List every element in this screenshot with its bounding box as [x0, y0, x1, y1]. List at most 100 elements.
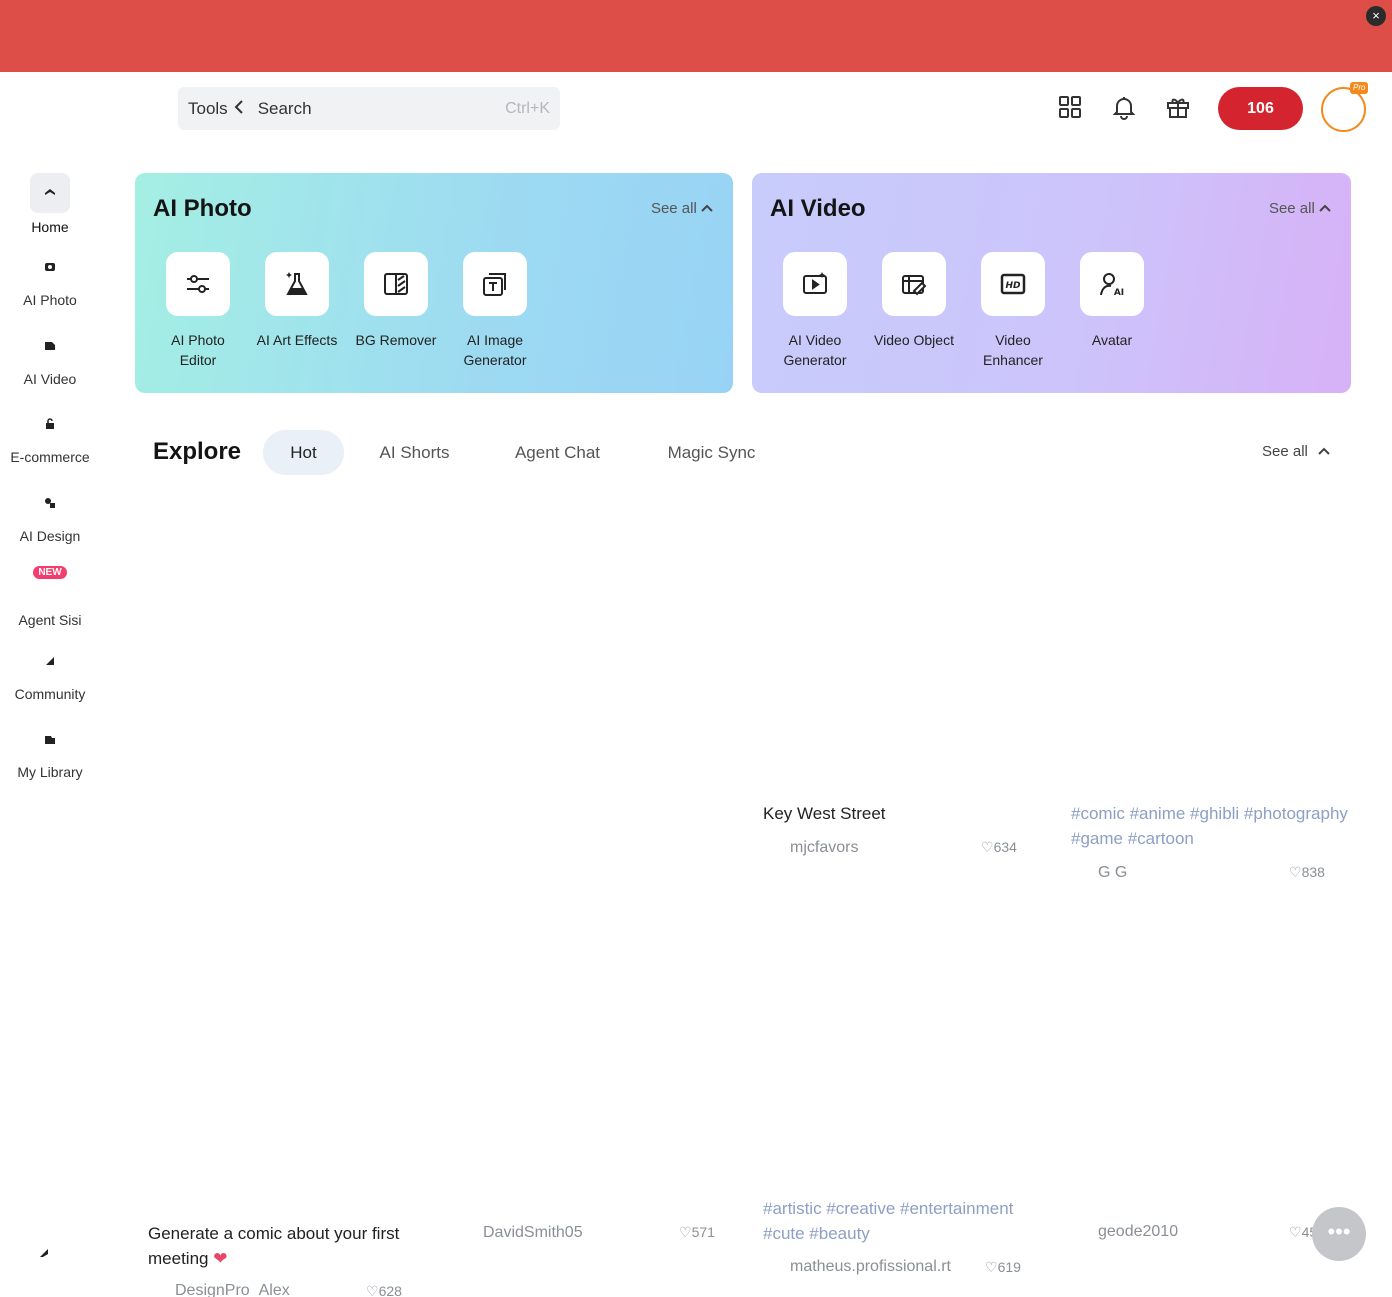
- bell-icon[interactable]: [1111, 94, 1137, 120]
- sidebar-item-home[interactable]: Home: [0, 173, 100, 235]
- promo-banner: ×: [0, 0, 1392, 72]
- tool-ai-art-effects[interactable]: AI Art Effects: [252, 252, 342, 350]
- sidebar-item-label: Community: [14, 686, 86, 702]
- flask-icon: [265, 252, 329, 316]
- sidebar-item-label: Home: [31, 219, 69, 235]
- feed-likes[interactable]: ♡571: [679, 1224, 715, 1240]
- sidebar-item-ecommerce[interactable]: E-commerce: [0, 417, 100, 465]
- sidebar-item-community[interactable]: Community: [0, 654, 100, 702]
- tool-ai-video-generator[interactable]: AI Video Generator: [770, 252, 860, 370]
- avatar[interactable]: [1321, 87, 1366, 132]
- tool-label: Video Enhancer: [983, 332, 1043, 368]
- svg-text:AI: AI: [1114, 288, 1124, 298]
- chevron-up-icon: [1319, 204, 1331, 212]
- tool-ai-photo-editor[interactable]: AI Photo Editor: [153, 252, 243, 370]
- video-object-icon: [882, 252, 946, 316]
- sidebar-item-agent-sisi[interactable]: NEW Agent Sisi: [0, 562, 100, 628]
- tab-agent-chat[interactable]: Agent Chat: [514, 443, 601, 462]
- sidebar-item-label: AI Video: [23, 371, 77, 387]
- heart-icon: ❤: [213, 1249, 228, 1268]
- image-generator-icon: [463, 252, 527, 316]
- tools-toggle[interactable]: Tools: [188, 99, 244, 119]
- credits-count: 106: [1247, 99, 1274, 117]
- sidebar-item-label: Agent Sisi: [18, 612, 82, 628]
- ai-photo-see-all-button[interactable]: See all: [651, 200, 713, 217]
- library-icon: [45, 736, 55, 744]
- feed-username[interactable]: geode2010: [1098, 1223, 1179, 1240]
- see-all-label: See all: [650, 200, 697, 217]
- chevron-left-icon: [234, 99, 244, 119]
- pro-badge: Pro: [1350, 82, 1369, 94]
- ai-photo-icon: [45, 263, 55, 271]
- ai-photo-title: AI Photo: [153, 195, 252, 222]
- tools-label: Tools: [188, 98, 228, 118]
- search-shortcut-hint: Ctrl+K: [505, 99, 550, 117]
- ai-photo-card: AI Photo See all AI Photo Editor AI Art …: [135, 173, 733, 393]
- sidebar-item-label: E-commerce: [10, 449, 90, 465]
- feed-likes[interactable]: ♡628: [366, 1283, 402, 1297]
- home-icon: [45, 189, 55, 195]
- sliders-icon: [166, 252, 230, 316]
- feed-username[interactable]: G G: [1098, 864, 1128, 881]
- sidebar-item-label: My Library: [17, 764, 83, 780]
- tool-video-object[interactable]: Video Object: [869, 252, 959, 350]
- tab-hot[interactable]: Hot: [263, 430, 344, 475]
- sidebar-item-label: AI Design: [19, 528, 81, 544]
- sidebar-item-ai-photo[interactable]: AI Photo: [0, 260, 100, 308]
- like-count: 571: [691, 1224, 715, 1240]
- tool-avatar[interactable]: AI Avatar: [1067, 252, 1157, 350]
- chevron-up-icon: [701, 204, 713, 212]
- ai-video-see-all-button[interactable]: See all: [1269, 200, 1331, 217]
- feed-title-text: Generate a comic about your first meetin…: [148, 1224, 400, 1268]
- feed-likes[interactable]: ♡619: [985, 1259, 1021, 1275]
- settings-icon[interactable]: [37, 1246, 51, 1260]
- feed-username[interactable]: matheus.profissional.rt: [790, 1258, 951, 1275]
- like-count: 838: [1301, 864, 1325, 880]
- home-icon-wrap: [30, 173, 70, 213]
- feed-username[interactable]: DesignPro_Alex: [175, 1282, 290, 1297]
- like-count: 634: [993, 839, 1017, 855]
- ecommerce-icon: [46, 418, 54, 429]
- sidebar-item-my-library[interactable]: My Library: [0, 733, 100, 780]
- apps-grid-icon[interactable]: [1057, 94, 1083, 120]
- feed-tags[interactable]: #artistic #creative #entertainment #cute…: [763, 1199, 1014, 1243]
- chevron-up-icon: [1318, 447, 1330, 455]
- sidebar-item-ai-design[interactable]: AI Design: [0, 496, 100, 544]
- sidebar-item-label: AI Photo: [23, 292, 77, 308]
- ai-video-title: AI Video: [770, 195, 866, 222]
- tool-label: Avatar: [1091, 332, 1133, 348]
- tool-ai-image-generator[interactable]: AI Image Generator: [450, 252, 540, 370]
- sidebar-item-ai-video[interactable]: AI Video: [0, 339, 100, 387]
- tab-magic-sync[interactable]: Magic Sync: [667, 443, 756, 462]
- tool-label: AI Video Generator: [783, 332, 847, 368]
- feed-tags[interactable]: #comic #anime #ghibli #photography #game…: [1071, 804, 1348, 848]
- more-options-button[interactable]: •••: [1312, 1207, 1366, 1261]
- feed-title[interactable]: Key West Street: [763, 804, 886, 823]
- explore-see-all-button[interactable]: See all: [1262, 443, 1330, 460]
- like-count: 628: [378, 1283, 402, 1297]
- hd-icon: HD: [981, 252, 1045, 316]
- ai-design-icon: [45, 498, 55, 508]
- video-generator-icon: [783, 252, 847, 316]
- feed-title[interactable]: Generate a comic about your first meetin…: [148, 1221, 408, 1271]
- tool-bg-remover[interactable]: BG Remover: [351, 252, 441, 350]
- tool-label: AI Image Generator: [463, 332, 527, 368]
- search-bar[interactable]: Tools Ctrl+K: [178, 87, 560, 130]
- tool-video-enhancer[interactable]: HD Video Enhancer: [968, 252, 1058, 370]
- see-all-label: See all: [1268, 200, 1315, 217]
- feed-likes[interactable]: ♡634: [981, 839, 1017, 855]
- svg-text:HD: HD: [1005, 281, 1021, 291]
- feed-username[interactable]: DavidSmith05: [483, 1224, 583, 1241]
- banner-close-button[interactable]: ×: [1366, 6, 1386, 26]
- feed-likes[interactable]: ♡838: [1289, 864, 1325, 880]
- more-icon: •••: [1327, 1219, 1351, 1244]
- avatar-ai-icon: AI: [1080, 252, 1144, 316]
- credits-button[interactable]: 106: [1218, 87, 1303, 130]
- gift-icon[interactable]: [1165, 94, 1191, 120]
- tab-ai-shorts[interactable]: AI Shorts: [379, 443, 450, 462]
- tool-label: Video Object: [874, 332, 954, 348]
- like-count: 619: [997, 1259, 1021, 1275]
- search-input[interactable]: [257, 98, 506, 119]
- feed-username[interactable]: mjcfavors: [790, 839, 859, 856]
- see-all-label: See all: [1262, 443, 1308, 460]
